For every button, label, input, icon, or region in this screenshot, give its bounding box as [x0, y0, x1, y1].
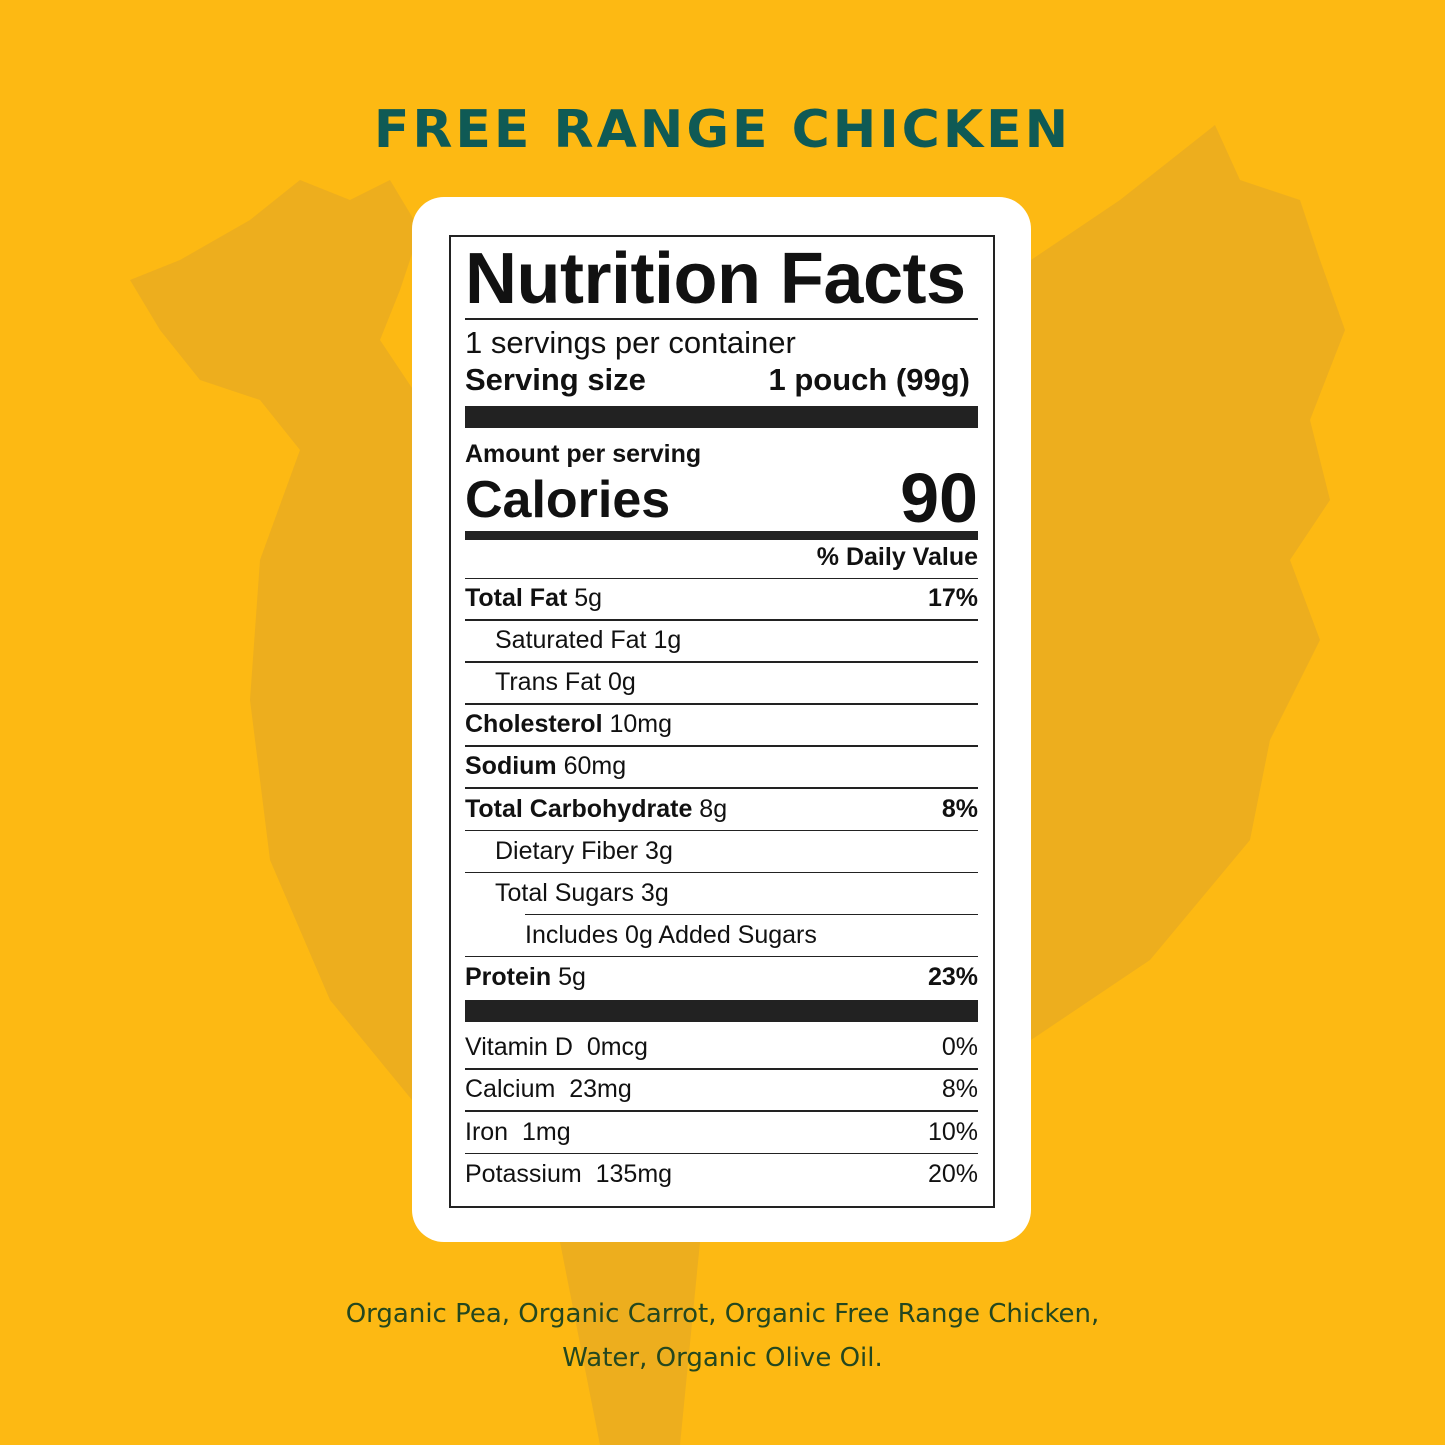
nutrient-name: Protein	[465, 962, 552, 991]
nutrient-row: Includes 0g Added Sugars	[465, 920, 978, 950]
nutrient-row: Sodium 60mg	[465, 751, 978, 781]
nutrient-name: Dietary Fiber	[495, 836, 639, 865]
nutrient-name: Total Sugars	[495, 878, 634, 907]
nutrient-amount: 0g	[608, 668, 636, 697]
divider	[465, 1152, 978, 1155]
vitamin-name: Vitamin D	[465, 1033, 573, 1061]
servings-per-container: 1 servings per container	[465, 325, 796, 360]
vitamin-daily-value: 8%	[941, 1075, 978, 1104]
nutrient-name: Cholesterol	[465, 710, 603, 739]
thick-divider	[465, 1000, 978, 1022]
divider	[465, 1068, 978, 1070]
nutrient-amount: 5g	[558, 962, 586, 991]
nutrient-name: Total Carbohydrate	[465, 794, 693, 823]
vitamin-name: Potassium	[465, 1159, 582, 1188]
nutrient-amount: 5g	[574, 584, 603, 612]
divider	[465, 787, 978, 789]
divider	[465, 619, 978, 621]
amount-per-serving: Amount per serving	[465, 440, 702, 468]
nutrient-amount: 3g	[640, 878, 669, 907]
vitamin-name: Iron	[465, 1117, 509, 1146]
ingredients: Organic Pea, Organic Carrot, Organic Fre…	[0, 1292, 1445, 1380]
serving-size-value: 1 pouch (99g)	[768, 362, 970, 397]
vitamin-row: Calcium 23mg 8%	[465, 1074, 978, 1104]
vitamin-daily-value: 10%	[927, 1117, 978, 1146]
nutrition-facts-label	[449, 235, 995, 1208]
product-title: FREE RANGE CHICKEN	[373, 100, 1072, 160]
nutrient-amount: 1g	[653, 626, 682, 655]
vitamin-row: Vitamin D 0mcg 0%	[465, 1032, 978, 1062]
nutrient-row: Total Fat 5g 17%	[465, 583, 978, 613]
nutrient-name: Total Fat	[465, 584, 568, 612]
nutrient-row: Total Sugars 3g	[465, 878, 978, 908]
ingredients-line-2: Water, Organic Olive Oil.	[562, 1343, 883, 1373]
nutrient-amount: 60mg	[563, 752, 627, 781]
divider	[465, 578, 978, 579]
divider	[465, 955, 978, 958]
divider	[465, 745, 978, 747]
vitamin-amount: 0mcg	[586, 1033, 648, 1061]
calories-divider	[465, 531, 978, 540]
divider	[465, 318, 978, 320]
nutrient-daily-value: 17%	[927, 584, 978, 612]
vitamin-amount: 23mg	[569, 1075, 632, 1104]
nutrient-row: Dietary Fiber 3g	[465, 836, 978, 866]
nutrient-name: Trans Fat	[495, 668, 602, 697]
nutrient-amount: 10mg	[609, 710, 673, 739]
divider	[525, 913, 978, 916]
serving-size-label: Serving size	[465, 362, 646, 397]
vitamin-daily-value: 20%	[927, 1159, 978, 1188]
ingredients-line-1: Organic Pea, Organic Carrot, Organic Fre…	[345, 1299, 1100, 1329]
nutrient-name: Includes 0g Added Sugars	[525, 920, 817, 949]
divider	[465, 829, 978, 831]
nutrient-row: Total Carbohydrate 8g 8%	[465, 794, 978, 824]
nutrient-row: Saturated Fat 1g	[465, 625, 978, 655]
calories-label: Calories	[465, 471, 671, 529]
divider	[465, 871, 978, 874]
nutrient-daily-value: 8%	[941, 794, 978, 823]
nutrient-row: Protein 5g 23%	[465, 962, 978, 992]
nutrient-row: Trans Fat 0g	[465, 667, 978, 697]
nutrition-facts-heading: Nutrition Facts	[465, 239, 966, 319]
vitamin-daily-value: 0%	[941, 1033, 978, 1061]
vitamin-amount: 135mg	[595, 1159, 673, 1188]
nutrient-amount: 8g	[699, 794, 728, 823]
vitamin-row: Iron 1mg 10%	[465, 1117, 978, 1147]
nutrient-daily-value: 23%	[927, 962, 978, 991]
vitamin-row: Potassium 135mg 20%	[465, 1159, 978, 1189]
nutrient-name: Sodium	[465, 752, 557, 781]
divider	[465, 1110, 978, 1112]
nutrient-row: Cholesterol 10mg	[465, 709, 978, 739]
vitamin-amount: 1mg	[522, 1117, 571, 1146]
thick-divider	[465, 406, 978, 428]
vitamin-name: Calcium	[465, 1075, 556, 1104]
divider	[465, 661, 978, 663]
calories-value: 90	[900, 459, 978, 537]
nutrition-card	[412, 197, 1031, 1242]
divider	[465, 703, 978, 705]
nutrient-amount: 3g	[645, 836, 673, 865]
daily-value-header: % Daily Value	[816, 543, 978, 571]
nutrient-name: Saturated Fat	[495, 626, 647, 655]
